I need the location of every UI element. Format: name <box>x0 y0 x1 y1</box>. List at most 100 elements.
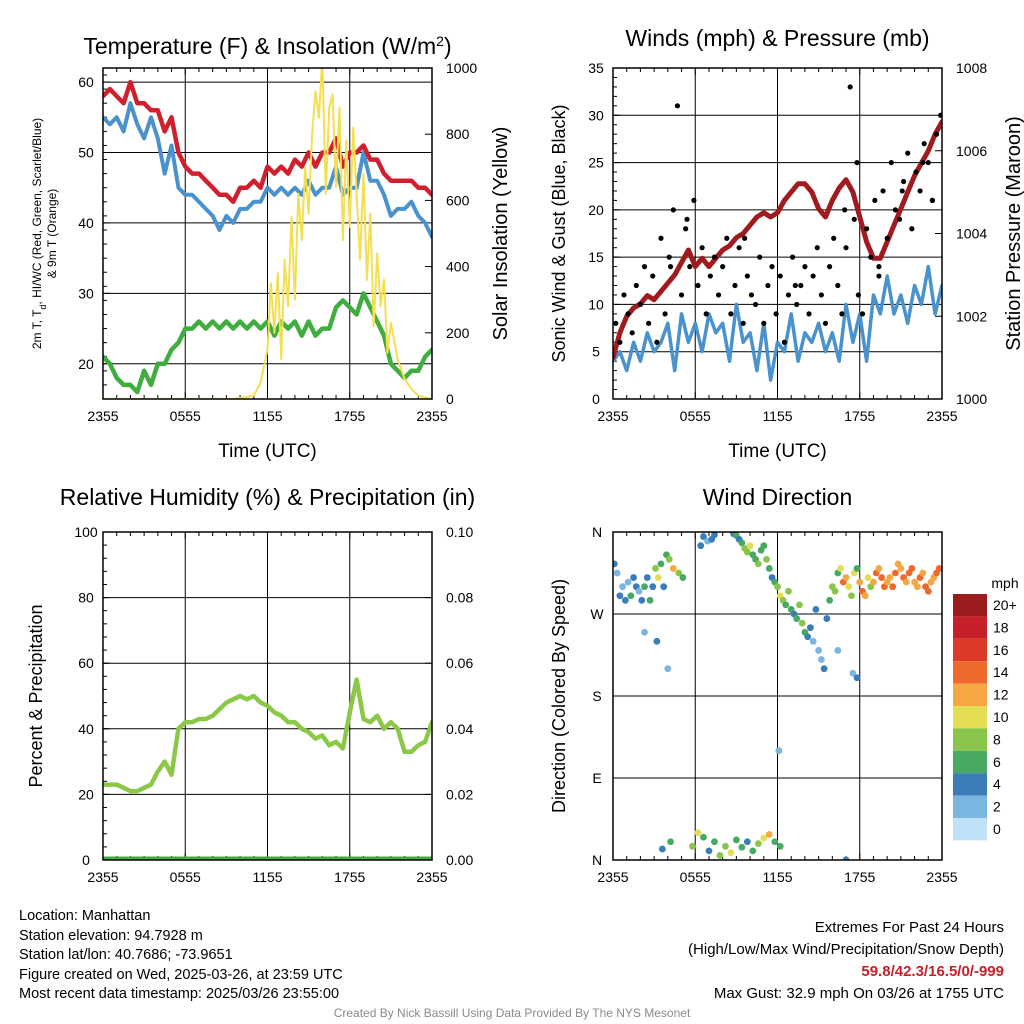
direction-point <box>624 578 632 586</box>
humidity-panel: Relative Humidity (%) & Precipitation (i… <box>26 484 475 885</box>
direction-point <box>743 548 751 556</box>
direction-title: Wind Direction <box>703 484 853 510</box>
winds-y2tick-label: 1008 <box>956 60 987 76</box>
gust-point <box>757 254 763 260</box>
direction-point <box>743 838 751 846</box>
humidity-ytick-label: 60 <box>78 655 94 671</box>
gust-point <box>929 197 936 203</box>
legend-title: mph <box>991 575 1018 591</box>
winds-xlabel: Time (UTC) <box>728 441 827 462</box>
direction-point <box>627 592 635 600</box>
max-gust: Max Gust: 32.9 mph On 03/26 at 1755 UTC <box>713 985 1004 1002</box>
legend-label: 6 <box>993 754 1001 770</box>
winds-ytick-label: 20 <box>588 202 604 218</box>
direction-point <box>870 578 877 586</box>
winds-ytick-label: 15 <box>588 249 604 265</box>
gust-point <box>859 311 866 317</box>
station-latlon: Station lat/lon: 40.7686; -73.9651 <box>19 947 233 963</box>
temperature-xtick-label: 2355 <box>416 408 447 424</box>
solar-line <box>103 68 432 399</box>
gust-point <box>613 320 619 326</box>
direction-point <box>875 565 883 572</box>
direction-point <box>732 836 740 844</box>
humidity-frame <box>102 531 433 861</box>
winds-ytick-label: 25 <box>588 155 604 171</box>
direction-xtick-label: 2355 <box>597 869 628 885</box>
gust-point <box>880 188 886 194</box>
gust-point <box>658 235 664 241</box>
direction-point <box>807 624 814 632</box>
direction-ytick-label: S <box>592 688 601 704</box>
gust-point <box>822 320 829 326</box>
winds-ytick-label: 0 <box>592 391 600 407</box>
temperature-ytick-label: 60 <box>78 74 94 90</box>
gust-point <box>843 245 849 251</box>
direction-ytick-label: E <box>592 770 601 786</box>
gust-point <box>699 245 705 251</box>
temperature-xtick-label: 0555 <box>170 408 201 424</box>
gust-point <box>670 207 676 213</box>
direction-point <box>746 542 754 550</box>
direction-point <box>675 569 683 577</box>
gust-point <box>732 282 738 289</box>
gust-point <box>695 282 701 289</box>
direction-point <box>669 565 677 572</box>
direction-point <box>804 633 812 641</box>
temperature-ytick-label: 30 <box>78 285 94 301</box>
direction-point <box>908 565 916 572</box>
temperature-ytick-label: 20 <box>78 356 94 372</box>
gust-point <box>851 216 857 222</box>
temp-line <box>103 79 432 205</box>
direction-point <box>760 542 768 550</box>
wind-line <box>613 264 942 382</box>
rh-line <box>103 677 432 794</box>
temperature-xtick-label: 1155 <box>252 408 282 424</box>
direction-point <box>842 574 850 581</box>
direction-ytick-label: N <box>592 524 602 540</box>
humidity-xtick-label: 1755 <box>334 869 365 885</box>
legend-swatch <box>953 706 987 729</box>
temperature-ylabel-line2: & 9m T (Orange) <box>45 189 59 279</box>
humidity-y2tick-label: 0.08 <box>446 590 473 606</box>
direction-point <box>864 574 872 581</box>
direction-data <box>613 532 942 860</box>
winds-y2tick-label: 1004 <box>956 226 987 242</box>
direction-point <box>700 533 707 540</box>
direction-point <box>924 587 932 595</box>
direction-point <box>694 829 702 837</box>
gust-point <box>666 254 672 260</box>
humidity-xtick-label: 0555 <box>170 869 201 885</box>
gust-point <box>905 150 911 156</box>
gust-point <box>765 282 771 289</box>
gust-point <box>742 235 748 241</box>
legend-label: 16 <box>993 642 1009 658</box>
direction-point <box>861 592 869 600</box>
gust-point <box>917 188 923 194</box>
direction-point <box>809 637 817 645</box>
legend-label: 4 <box>993 776 1001 792</box>
gust-point <box>683 226 689 232</box>
direction-point <box>716 852 724 859</box>
winds-y2tick-label: 1002 <box>956 308 987 324</box>
gust-point <box>654 339 660 345</box>
gust-point <box>798 282 804 289</box>
temperature-panel: Temperature (F) & Insolation (W/m2)2355 0… <box>30 33 512 462</box>
direction-point <box>613 569 621 577</box>
gust-point <box>748 292 755 298</box>
legend-label: 8 <box>993 731 1001 747</box>
humidity-y2tick-label: 0.00 <box>446 852 473 868</box>
temperature-y2tick-label: 800 <box>446 126 470 142</box>
gust-point <box>674 103 681 109</box>
humidity-ylabel: Percent & Precipitation <box>26 604 46 787</box>
station-location: Location: Manhattan <box>19 908 151 924</box>
direction-point <box>842 856 850 860</box>
humidity-xtick-label: 1155 <box>252 869 282 885</box>
direction-point <box>823 615 831 622</box>
station-info: Location: Manhattan Station elevation: 9… <box>19 907 343 1005</box>
temperature-data <box>103 68 432 399</box>
direction-point <box>812 606 820 613</box>
temperature-ytick-label: 50 <box>78 145 94 161</box>
gust-point <box>876 264 882 270</box>
gust-point <box>921 141 927 147</box>
